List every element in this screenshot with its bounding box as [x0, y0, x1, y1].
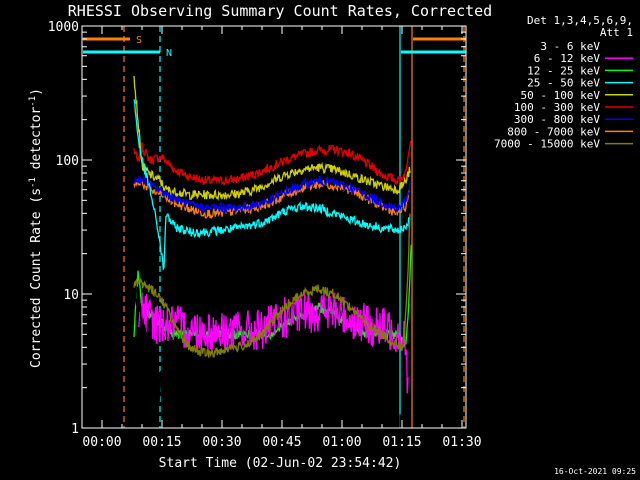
y-axis-label: Corrected Count Rate (s-1 detector-1) — [28, 88, 44, 368]
legend-label-7000-15000-kev: 7000 - 15000 keV — [494, 138, 600, 151]
series-line-7000-15000-kev — [133, 213, 411, 358]
y-tick-label: 10 — [63, 288, 79, 303]
legend-header-2: Att 1 — [600, 26, 633, 39]
y-axis-label-mid: detector — [29, 107, 44, 178]
x-tick-label: 00:00 — [82, 435, 121, 450]
series-layer — [133, 75, 412, 429]
x-tick-label: 00:45 — [262, 435, 301, 450]
flag-label-s: S — [136, 35, 142, 46]
legend-label-12-25-kev: 12 - 25 keV — [527, 64, 600, 77]
y-tick-label: 1000 — [48, 20, 79, 35]
x-axis-label: Start Time (02-Jun-02 23:54:42) — [159, 456, 402, 471]
legend-label-50-100-kev: 50 - 100 keV — [521, 89, 601, 102]
series-line-800-7000-kev — [133, 178, 411, 220]
y-axis-label-end: ) — [29, 88, 44, 96]
legend-header-1: Det 1,3,4,5,6,9, — [527, 14, 633, 27]
legend-label-3-6-kev: 3 - 6 keV — [540, 40, 600, 53]
footer-timestamp: 16-Oct-2021 09:25 — [554, 467, 636, 476]
x-tick-label: 01:00 — [322, 435, 361, 450]
series-line-100-300-kev — [133, 140, 412, 187]
series-line-50-100-kev — [133, 75, 411, 202]
x-tick-label: 01:15 — [382, 435, 421, 450]
legend-label-25-50-kev: 25 - 50 keV — [527, 77, 600, 90]
x-tick-label: 00:30 — [202, 435, 241, 450]
x-tick-label: 00:15 — [142, 435, 181, 450]
x-tick-label: 01:30 — [442, 435, 481, 450]
plot-frame — [81, 25, 467, 429]
series-line-3-6-kev — [135, 286, 167, 429]
chart-title: RHESSI Observing Summary Count Rates, Co… — [68, 2, 492, 20]
series-line-12-25-kev — [133, 244, 412, 347]
flag-label-n: N — [166, 48, 172, 59]
legend-label-100-300-kev: 100 - 300 keV — [514, 101, 600, 114]
y-tick-label: 100 — [56, 154, 79, 169]
y-axis-label-sup2: -1 — [28, 96, 38, 107]
legend-label-6-12-kev: 6 - 12 keV — [534, 52, 601, 65]
series-line-25-50-kev — [133, 99, 411, 272]
y-tick-label: 1 — [71, 422, 79, 437]
legend-label-300-800-kev: 300 - 800 keV — [514, 113, 600, 126]
axes: 1 10 100 1000 00:00 00:15 00:30 00:45 01:00 01:15… — [48, 20, 482, 450]
plot-area: SN — [83, 26, 466, 428]
series-line-300-800-kev — [133, 174, 411, 215]
legend-label-800-7000-kev: 800 - 7000 keV — [507, 125, 600, 138]
y-axis-label-main: Corrected Count Rate (s — [29, 188, 44, 368]
y-axis-label-sup1: -1 — [28, 177, 38, 188]
